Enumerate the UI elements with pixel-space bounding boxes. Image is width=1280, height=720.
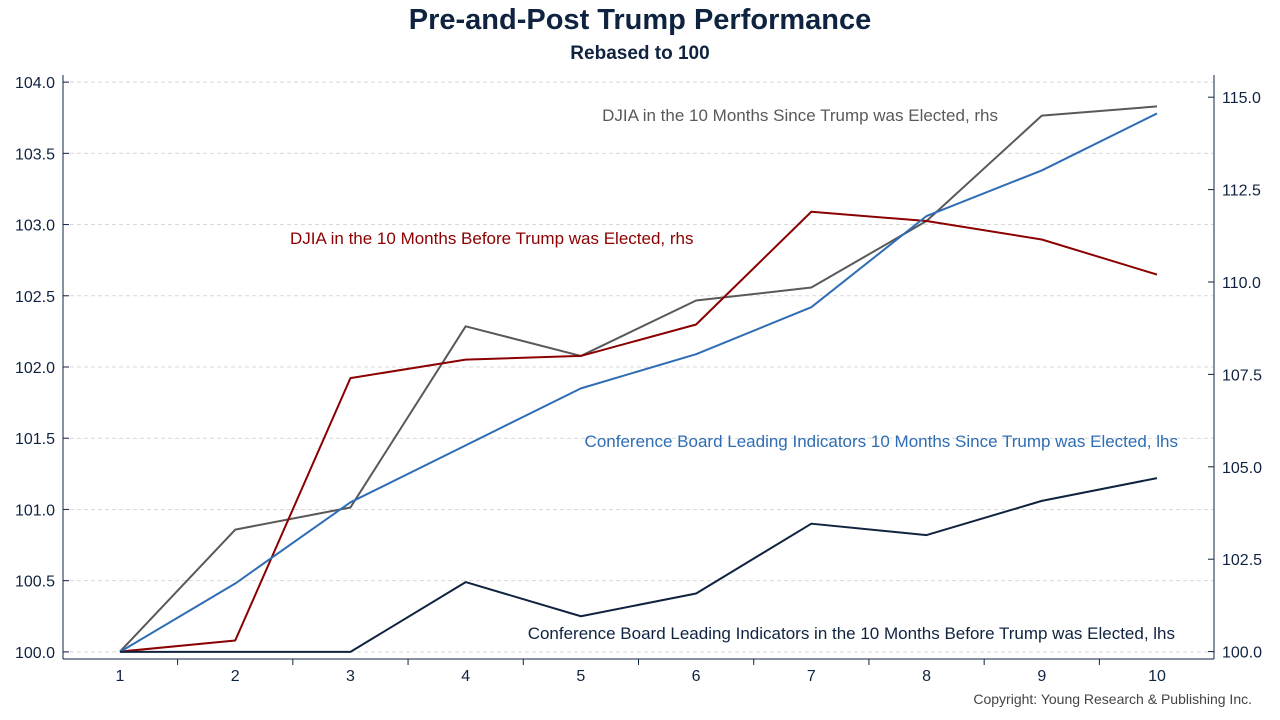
left-tick-label: 101.0 [15, 502, 55, 519]
left-tick-label: 100.5 [15, 574, 55, 591]
chart-title: Pre-and-Post Trump Performance [408, 4, 872, 36]
lei-before-line [120, 477, 1158, 653]
x-tick-label: 1 [116, 668, 125, 685]
right-tick-label: 115.0 [1222, 90, 1261, 107]
lei-since-line [119, 112, 1158, 653]
x-tick-label: 2 [231, 668, 240, 685]
right-tick-label: 105.0 [1222, 460, 1262, 477]
lei-since-label: Conference Board Leading Indicators 10 M… [585, 432, 1178, 451]
right-tick-label: 112.5 [1222, 183, 1261, 200]
left-tick-label: 102.0 [15, 360, 55, 377]
right-tick-label: 110.0 [1222, 275, 1261, 292]
djia-since-line [119, 105, 1158, 653]
x-tick-label: 5 [576, 668, 585, 685]
x-tick-label: 6 [692, 668, 701, 685]
x-tick-label: 9 [1037, 668, 1046, 685]
x-tick-label: 7 [807, 668, 816, 685]
djia-since-label: DJIA in the 10 Months Since Trump was El… [602, 106, 998, 125]
lei-before-label: Conference Board Leading Indicators in t… [528, 624, 1175, 643]
left-tick-label: 104.0 [15, 75, 55, 92]
djia-before-line [119, 210, 1158, 653]
x-tick-label: 4 [461, 668, 470, 685]
left-tick-label: 103.5 [15, 146, 55, 163]
right-tick-label: 100.0 [1222, 645, 1262, 662]
right-tick-label: 102.5 [1222, 552, 1262, 569]
chart-subtitle: Rebased to 100 [570, 43, 710, 64]
x-tick-label: 3 [346, 668, 355, 685]
djia-before-label: DJIA in the 10 Months Before Trump was E… [290, 229, 693, 248]
left-tick-label: 101.5 [15, 431, 55, 448]
x-tick-label: 8 [922, 668, 931, 685]
right-tick-label: 107.5 [1222, 367, 1262, 384]
copyright-note: Copyright: Young Research & Publishing I… [973, 691, 1252, 707]
left-tick-label: 103.0 [15, 218, 55, 235]
left-tick-label: 100.0 [15, 645, 55, 662]
x-tick-label: 10 [1148, 668, 1166, 685]
left-tick-label: 102.5 [15, 289, 55, 306]
